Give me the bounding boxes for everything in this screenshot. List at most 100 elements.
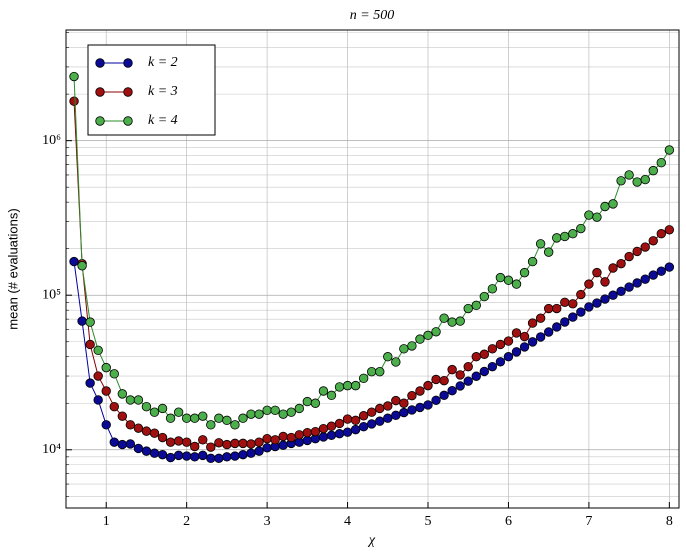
data-point (85, 378, 95, 388)
x-tick-label: 7 (585, 514, 592, 529)
data-point (503, 275, 514, 285)
data-point (342, 427, 353, 437)
data-point (495, 272, 506, 283)
data-point (616, 286, 626, 297)
series-line (73, 101, 670, 448)
data-point (190, 441, 200, 452)
data-point (568, 299, 578, 309)
data-point (560, 297, 570, 307)
data-point (157, 432, 168, 443)
data-point (157, 449, 168, 460)
data-point (85, 339, 95, 350)
data-point (214, 438, 224, 448)
data-point (222, 415, 232, 426)
data-point (608, 290, 618, 300)
data-point (600, 277, 610, 287)
data-point (415, 386, 425, 396)
data-point (527, 337, 538, 347)
data-point (230, 420, 240, 430)
data-point (254, 409, 264, 419)
data-point (471, 352, 481, 362)
data-point (543, 303, 554, 314)
data-point (439, 390, 449, 401)
data-point (222, 439, 232, 450)
legend-marker (123, 116, 133, 126)
data-point (479, 349, 490, 359)
data-point (93, 395, 103, 405)
data-point (423, 380, 433, 391)
data-point (560, 317, 570, 327)
data-point (326, 430, 337, 441)
x-tick-label: 8 (666, 514, 673, 529)
data-point (366, 407, 377, 417)
legend-marker (123, 58, 133, 68)
data-point (246, 448, 256, 458)
data-point (310, 398, 321, 408)
data-point (350, 424, 361, 435)
data-point (431, 327, 441, 337)
data-point (173, 407, 184, 417)
data-point (527, 318, 538, 328)
legend-marker (95, 58, 105, 68)
data-point (455, 316, 465, 326)
data-point (535, 239, 546, 249)
data-point (270, 405, 280, 416)
data-point (407, 405, 417, 415)
data-point (302, 396, 313, 407)
data-point (141, 446, 152, 456)
data-point (214, 413, 224, 423)
data-point (375, 366, 385, 377)
data-point (471, 300, 481, 311)
data-point (181, 451, 192, 461)
data-point (535, 313, 546, 323)
data-point (584, 279, 594, 289)
data-point (415, 402, 425, 413)
data-point (238, 413, 248, 423)
data-point (69, 96, 79, 106)
data-point (527, 256, 538, 267)
data-point (640, 242, 650, 252)
data-point (632, 278, 642, 288)
data-point (181, 437, 192, 447)
legend-label: k = 4 (148, 113, 178, 128)
data-point (503, 352, 514, 362)
data-point (117, 389, 128, 399)
legend-label: k = 2 (148, 55, 178, 70)
data-point (206, 442, 216, 452)
data-point (149, 448, 160, 458)
data-point (238, 449, 248, 460)
data-point (656, 266, 667, 276)
data-point (568, 229, 578, 239)
data-point (302, 427, 313, 438)
data-point (383, 401, 393, 411)
data-point (149, 407, 160, 417)
data-point (656, 158, 667, 168)
data-point (487, 361, 498, 372)
data-point (415, 334, 425, 344)
data-point (190, 452, 200, 462)
data-point (310, 426, 321, 437)
data-point (487, 344, 498, 354)
data-point (254, 437, 264, 447)
data-point (318, 423, 329, 434)
data-point (254, 446, 264, 456)
data-point (270, 435, 280, 445)
data-point (383, 413, 393, 423)
legend-marker (95, 87, 105, 97)
data-point (640, 174, 650, 185)
data-point (511, 328, 522, 338)
data-point (294, 403, 304, 414)
data-point (632, 177, 642, 187)
data-point (358, 411, 369, 421)
data-point (439, 313, 449, 323)
data-point (141, 401, 152, 412)
data-point (77, 261, 87, 271)
data-point (198, 411, 208, 421)
data-point (165, 413, 176, 423)
data-point (543, 247, 554, 257)
data-point (423, 400, 433, 410)
data-point (117, 411, 128, 421)
data-point (149, 428, 160, 438)
data-point (206, 453, 216, 464)
data-point (431, 374, 441, 385)
